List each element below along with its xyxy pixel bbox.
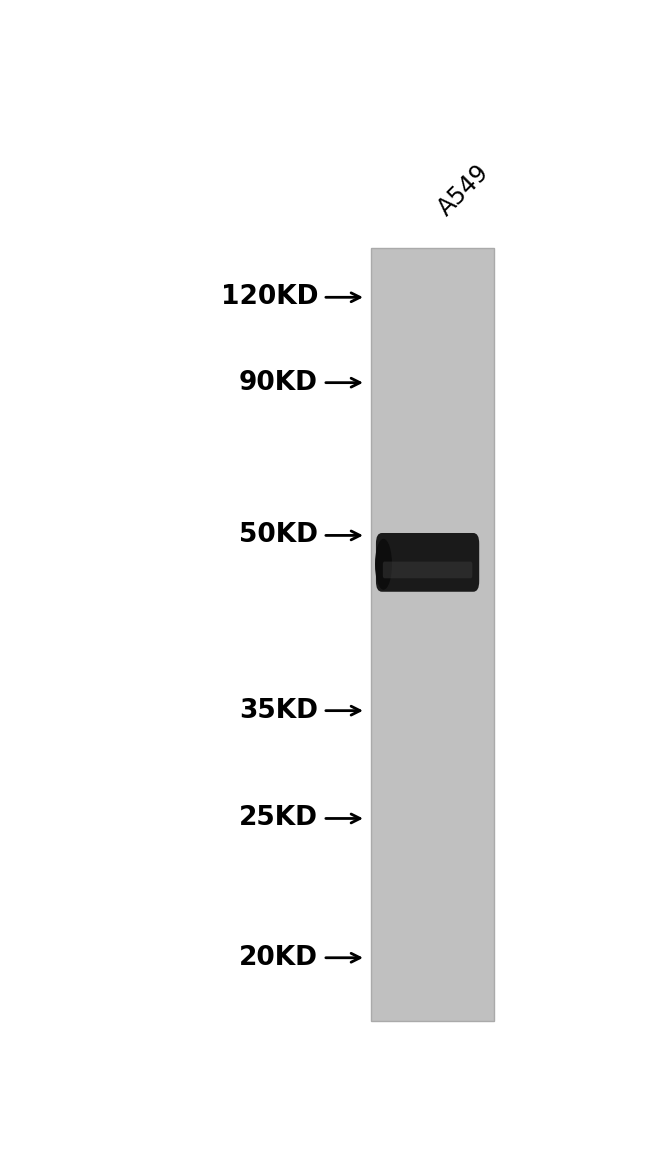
Text: 20KD: 20KD [239, 945, 318, 971]
Text: 25KD: 25KD [239, 805, 318, 831]
FancyBboxPatch shape [383, 561, 473, 579]
Text: 120KD: 120KD [220, 285, 318, 310]
Text: 90KD: 90KD [239, 370, 318, 396]
Text: A549: A549 [434, 161, 494, 221]
FancyBboxPatch shape [376, 533, 479, 592]
Text: 50KD: 50KD [239, 523, 318, 548]
Ellipse shape [375, 539, 392, 589]
Bar [371, 247, 494, 1021]
Text: 35KD: 35KD [239, 698, 318, 724]
